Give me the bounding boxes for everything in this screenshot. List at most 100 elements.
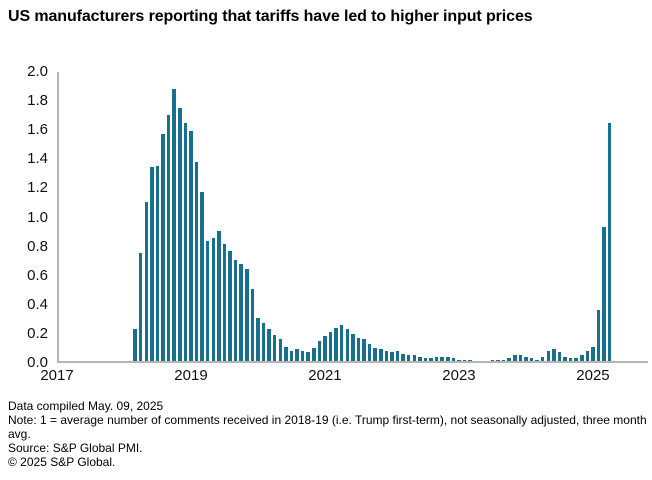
bar bbox=[233, 260, 238, 361]
footer-source: Source: S&P Global PMI. bbox=[8, 441, 143, 455]
bar bbox=[434, 357, 439, 361]
bar bbox=[468, 360, 472, 361]
footer-note: Note: 1 = average number of comments rec… bbox=[8, 413, 647, 441]
y-tick-label: 0.6 bbox=[27, 266, 48, 284]
bar bbox=[312, 348, 316, 361]
bar bbox=[217, 231, 221, 361]
footer-copyright: © 2025 S&P Global. bbox=[8, 455, 116, 469]
bar bbox=[138, 253, 143, 361]
bar bbox=[228, 251, 232, 361]
bar bbox=[194, 162, 199, 361]
bar bbox=[345, 329, 350, 361]
bar bbox=[222, 244, 227, 361]
bar bbox=[250, 289, 255, 361]
bar bbox=[395, 351, 400, 361]
bar bbox=[300, 351, 305, 361]
y-tick-label: 0.0 bbox=[27, 354, 48, 371]
bar bbox=[596, 310, 601, 361]
bar bbox=[501, 360, 506, 361]
bar bbox=[451, 358, 456, 361]
bar bbox=[513, 355, 517, 361]
bar bbox=[133, 329, 137, 361]
y-tick-label: 0.8 bbox=[27, 237, 48, 255]
bar bbox=[507, 358, 511, 361]
bar bbox=[384, 351, 389, 361]
chart-title: US manufacturers reporting that tariffs … bbox=[8, 8, 533, 25]
x-tick-label: 2023 bbox=[442, 367, 476, 384]
bar bbox=[256, 318, 260, 361]
bar bbox=[440, 357, 444, 361]
bar bbox=[284, 347, 288, 361]
bar bbox=[323, 336, 327, 361]
bar bbox=[289, 351, 294, 361]
x-tick-label: 2017 bbox=[40, 367, 74, 384]
bar bbox=[574, 358, 578, 361]
bar bbox=[591, 347, 595, 361]
bar bbox=[406, 355, 411, 361]
x-tick-label: 2021 bbox=[308, 367, 342, 384]
bar bbox=[557, 352, 562, 361]
bar bbox=[373, 348, 377, 361]
bar bbox=[412, 355, 417, 361]
y-tick-label: 1.2 bbox=[27, 179, 48, 197]
bar bbox=[529, 358, 534, 361]
bar bbox=[334, 328, 338, 361]
plot-area bbox=[57, 72, 648, 363]
bar bbox=[563, 357, 567, 361]
footer-compiled: Data compiled May. 09, 2025 bbox=[8, 399, 164, 413]
bar bbox=[580, 355, 584, 361]
bar bbox=[379, 349, 383, 361]
bar bbox=[585, 351, 590, 361]
bar bbox=[446, 357, 450, 361]
x-tick-label: 2025 bbox=[576, 367, 610, 384]
bar bbox=[602, 227, 606, 361]
bar bbox=[189, 131, 193, 361]
bar bbox=[462, 360, 467, 361]
bar bbox=[200, 192, 204, 361]
bar bbox=[183, 123, 188, 361]
bar bbox=[339, 325, 344, 361]
bar bbox=[423, 358, 428, 361]
x-axis-labels: 2017 2019 2021 2023 2025 bbox=[0, 367, 652, 387]
bar bbox=[239, 264, 243, 361]
y-tick-label: 0.4 bbox=[27, 295, 48, 313]
bar bbox=[418, 357, 422, 361]
bar bbox=[568, 358, 573, 361]
bar bbox=[535, 360, 539, 361]
bar bbox=[261, 323, 266, 361]
bar bbox=[178, 108, 182, 361]
x-axis-line bbox=[57, 361, 648, 363]
bar bbox=[518, 355, 523, 361]
y-axis-line bbox=[57, 72, 59, 363]
bar bbox=[172, 89, 176, 361]
bar bbox=[278, 339, 283, 361]
bar bbox=[552, 349, 556, 361]
bar bbox=[144, 202, 149, 361]
y-tick-label: 1.8 bbox=[27, 92, 48, 110]
y-tick-label: 1.4 bbox=[27, 150, 48, 168]
bar bbox=[211, 238, 216, 361]
bar bbox=[496, 360, 500, 361]
bar bbox=[306, 352, 310, 361]
y-tick-label: 2.0 bbox=[27, 63, 48, 80]
y-axis-labels: 0.0 0.2 0.4 0.6 0.8 1.0 1.2 1.4 1.6 1.8 2.0 bbox=[0, 63, 48, 371]
bar bbox=[328, 332, 333, 361]
y-tick-label: 0.2 bbox=[27, 324, 48, 342]
bar bbox=[429, 358, 433, 361]
bar bbox=[245, 269, 249, 361]
bar bbox=[362, 339, 366, 361]
bar bbox=[150, 167, 154, 361]
bar bbox=[546, 351, 551, 361]
bar bbox=[356, 338, 361, 361]
bar bbox=[457, 360, 461, 361]
bar bbox=[295, 349, 299, 361]
bar bbox=[272, 335, 277, 361]
bar bbox=[267, 329, 271, 361]
x-tick-label: 2019 bbox=[174, 367, 208, 384]
bar bbox=[317, 341, 322, 361]
bar bbox=[490, 360, 495, 361]
bar bbox=[166, 115, 171, 361]
bar bbox=[390, 352, 394, 361]
bar bbox=[367, 344, 372, 361]
